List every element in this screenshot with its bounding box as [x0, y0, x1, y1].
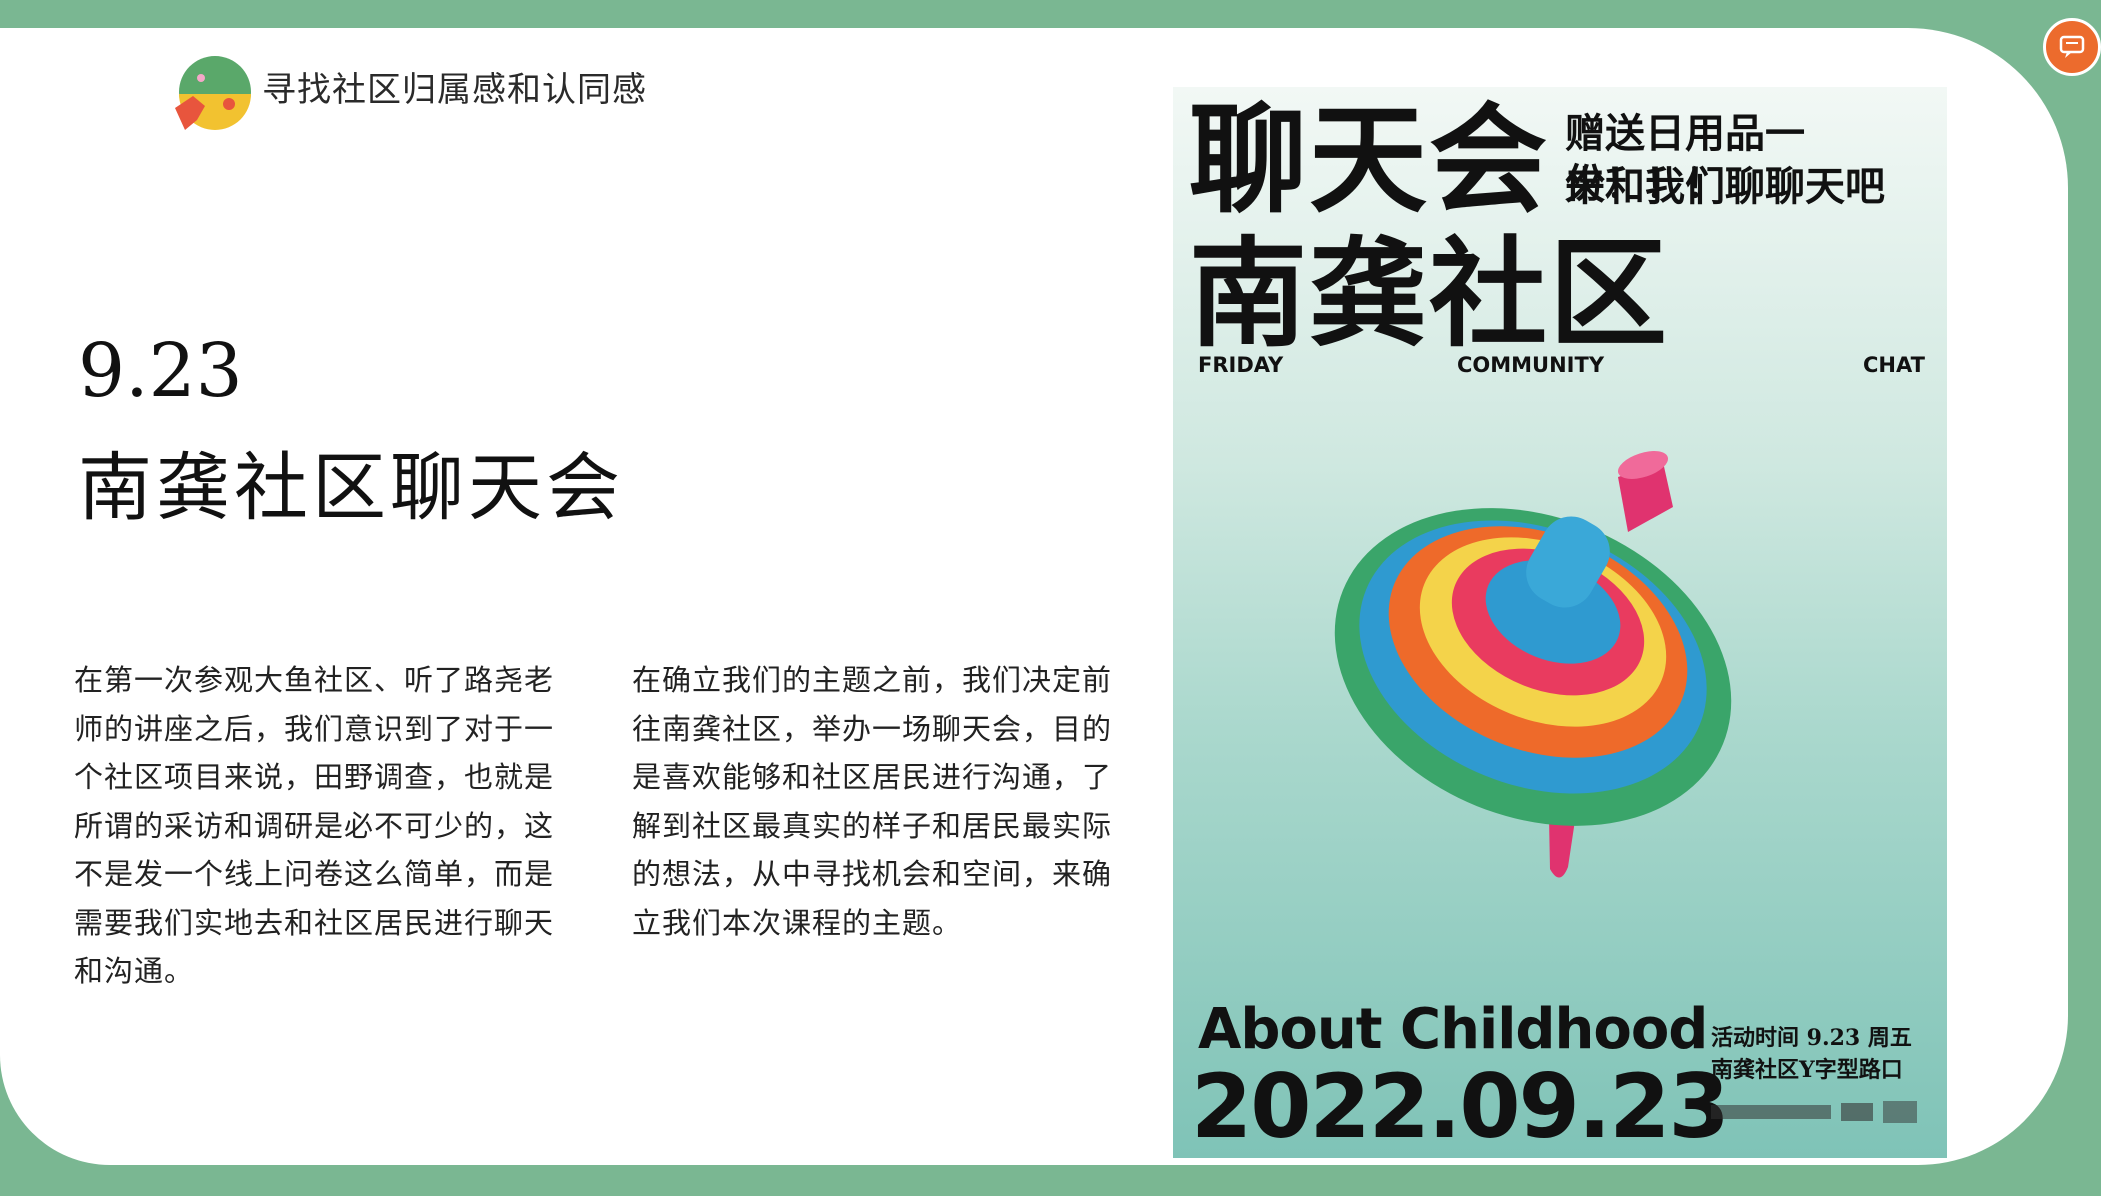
poster-en-community: COMMUNITY — [1457, 353, 1605, 377]
poster-info: 活动时间 9.23 周五 南龚社区Y字型路口 — [1711, 1022, 1912, 1086]
paragraph-purpose: 在确立我们的主题之前，我们决定前往南龚社区，举办一场聊天会，目的是喜欢能够和社区… — [632, 663, 1113, 940]
poster-about: About Childhood — [1198, 997, 1708, 1062]
community-logo-icon — [175, 56, 251, 130]
poster-en-chat: CHAT — [1863, 353, 1925, 377]
event-title: 南龚社区聊天会 — [78, 445, 624, 531]
header-subtitle: 寻找社区归属感和认同感 — [262, 70, 647, 110]
event-poster: 聊天会 赠送日用品一份！！！ 来和我们聊聊天吧 南龚社区 FRIDAY COMM… — [1173, 87, 1947, 1158]
speech-bubble-button[interactable] — [2043, 18, 2101, 76]
speech-bubble-icon — [2059, 35, 2085, 58]
spinning-top-toy-icon — [1334, 451, 1732, 878]
poster-info-time: 活动时间 9.23 周五 — [1711, 1025, 1912, 1051]
poster-headline-2: 南龚社区 — [1189, 225, 1670, 363]
event-date: 9.23 — [78, 328, 243, 414]
sponsor-logos-icon — [1711, 1101, 1917, 1123]
paragraph-intro: 在第一次参观大鱼社区、听了路尧老师的讲座之后，我们意识到了对于一个社区项目来说，… — [74, 663, 555, 988]
poster-headline-1: 聊天会 — [1189, 91, 1550, 229]
poster-tagline-1: 赠送日用品一份！！！ — [1565, 111, 1805, 207]
poster-en-friday: FRIDAY — [1198, 353, 1284, 377]
poster-full-date: 2022.09.23 — [1191, 1055, 1730, 1158]
poster-tagline-2: 来和我们聊聊天吧 — [1565, 164, 1885, 210]
slide-canvas: 寻找社区归属感和认同感 9.23 南龚社区聊天会 在第一次参观大鱼社区、听了路尧… — [0, 28, 2068, 1165]
poster-info-location: 南龚社区Y字型路口 — [1711, 1057, 1903, 1083]
